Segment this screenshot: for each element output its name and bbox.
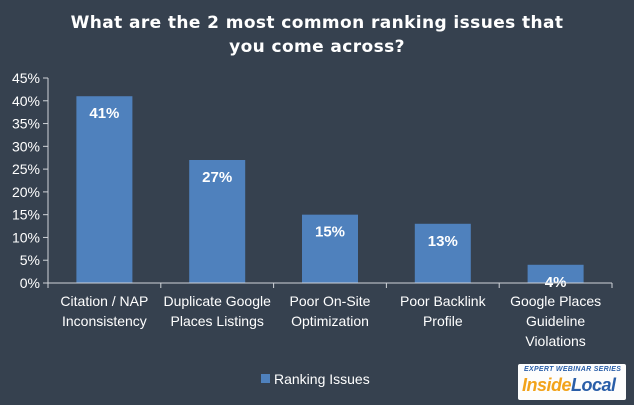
y-tick-label: 25% bbox=[12, 161, 40, 177]
bar bbox=[414, 223, 471, 283]
x-axis: Citation / NAP Inconsistency Duplicate Goo… bbox=[47, 282, 613, 349]
y-tick-label: 45% bbox=[12, 70, 40, 86]
y-tick-label: 15% bbox=[12, 207, 40, 223]
y-axis: 0% 5% 10% 15% 20% 25% 30% 35% 40% 45% bbox=[12, 70, 49, 291]
logo-series-text: EXPERT WEBINAR SERIES bbox=[524, 366, 622, 373]
bar-series: 41% 27% 15% 13% 4% bbox=[76, 96, 584, 291]
category-label: Citation / NAP Inconsistency bbox=[60, 293, 148, 329]
logo-brand: InsideLocal bbox=[522, 375, 616, 396]
data-label: 27% bbox=[202, 169, 232, 186]
bar bbox=[76, 96, 133, 283]
chart-title-line-2: you come across? bbox=[229, 37, 405, 57]
y-tick-label: 5% bbox=[20, 252, 40, 268]
bar bbox=[189, 160, 246, 283]
category-label: Google Places Guideline Violations bbox=[510, 293, 601, 349]
bar bbox=[527, 264, 584, 283]
category-label: Poor Backlink Profile bbox=[400, 293, 487, 329]
legend: Ranking Issues bbox=[261, 371, 370, 387]
logo-brand-part1: Inside bbox=[522, 375, 572, 395]
category-label: Poor On-Site Optimization bbox=[290, 293, 371, 329]
data-label: 15% bbox=[315, 224, 345, 241]
y-tick-label: 30% bbox=[12, 138, 40, 154]
data-label: 41% bbox=[89, 105, 119, 122]
category-label: Duplicate Google Places Listings bbox=[163, 293, 271, 329]
y-tick-label: 10% bbox=[12, 229, 40, 245]
y-tick-label: 20% bbox=[12, 184, 40, 200]
inside-local-logo: EXPERT WEBINAR SERIES InsideLocal bbox=[518, 364, 626, 400]
y-tick-label: 35% bbox=[12, 116, 40, 132]
y-tick-label: 0% bbox=[20, 275, 40, 291]
data-label: 4% bbox=[545, 274, 567, 291]
y-tick-label: 40% bbox=[12, 93, 40, 109]
data-label: 13% bbox=[428, 233, 458, 250]
logo-brand-part2: Local bbox=[571, 375, 616, 395]
legend-swatch bbox=[261, 374, 270, 383]
legend-label: Ranking Issues bbox=[274, 371, 370, 387]
bar bbox=[302, 214, 358, 283]
chart-title-line-1: What are the 2 most common ranking issue… bbox=[71, 13, 564, 33]
